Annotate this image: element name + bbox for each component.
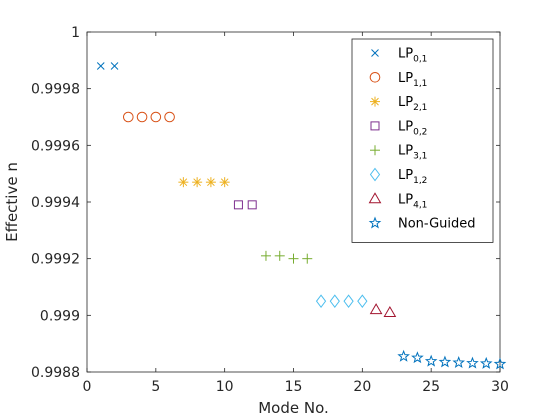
data-point	[411, 351, 424, 364]
y-tick-label: 1	[71, 25, 80, 41]
data-point	[369, 303, 383, 315]
data-point	[110, 62, 119, 70]
legend-box	[351, 38, 494, 243]
data-point	[274, 250, 285, 261]
data-point	[302, 253, 313, 264]
x-tick-label: 25	[422, 379, 440, 395]
legend-marker	[371, 49, 379, 57]
legend-marker	[368, 216, 382, 229]
data-point	[357, 294, 368, 308]
legend-entry: LP1,1	[398, 71, 427, 89]
data-point	[383, 306, 397, 317]
y-tick-label: 0.999	[40, 308, 80, 324]
data-point	[247, 200, 257, 210]
data-point	[164, 111, 175, 123]
legend-entry: LP3,1	[398, 144, 427, 162]
data-point	[315, 294, 327, 308]
data-point	[150, 111, 162, 123]
y-tick-label: 0.9994	[31, 195, 80, 211]
legend-marker	[369, 167, 381, 182]
data-point	[438, 355, 452, 368]
legend-marker	[369, 72, 381, 83]
x-tick-label: 5	[151, 379, 160, 395]
data-point	[233, 200, 243, 210]
legend-entry: Non-Guided	[398, 217, 476, 232]
data-point	[123, 111, 134, 123]
y-tick-label: 0.9992	[31, 252, 80, 268]
data-point	[424, 354, 438, 367]
data-point	[219, 177, 230, 188]
legend-entry: LP0,2	[398, 119, 427, 137]
data-point	[479, 356, 493, 369]
data-point	[466, 356, 479, 369]
data-point	[136, 111, 148, 123]
legend-entry: LP0,1	[398, 47, 427, 65]
data-point	[493, 357, 507, 370]
data-point	[205, 177, 216, 188]
data-point	[96, 62, 105, 70]
x-tick-label: 10	[216, 379, 234, 395]
data-point	[343, 294, 354, 308]
x-tick-label: 20	[353, 379, 371, 395]
x-tick-label: 30	[491, 379, 509, 395]
y-axis-label: Effective n	[3, 162, 21, 242]
x-tick-label: 15	[285, 379, 303, 395]
legend-marker	[370, 121, 380, 131]
data-point	[397, 349, 410, 362]
legend-entry: LP4,1	[398, 192, 427, 210]
data-point	[452, 356, 465, 369]
data-point	[260, 250, 271, 261]
legend-marker	[370, 145, 380, 156]
x-axis-label: Mode No.	[258, 399, 329, 417]
data-point	[192, 177, 203, 188]
legend-entry: LP2,1	[398, 95, 427, 113]
axes: 0 5 10 15 20 25 30 0.9988 0.999 0.9992 0.9994 0.999…	[31, 25, 509, 395]
data-point	[178, 177, 189, 188]
x-tick-label: 0	[83, 379, 92, 395]
y-tick-label: 0.9998	[31, 82, 80, 98]
legend: LP0,1 LP1,1 LP2,1 LP0,2 LP3,1 LP1,2 LP4,1 Non-G…	[351, 38, 494, 243]
legend-marker	[370, 96, 380, 107]
y-tick-label: 0.9988	[31, 365, 80, 381]
legend-entry: LP1,2	[398, 168, 427, 186]
data-marks	[96, 62, 507, 370]
legend-marker	[368, 192, 382, 204]
data-point	[329, 294, 340, 308]
data-point	[288, 253, 299, 264]
y-tick-label: 0.9996	[31, 138, 80, 154]
